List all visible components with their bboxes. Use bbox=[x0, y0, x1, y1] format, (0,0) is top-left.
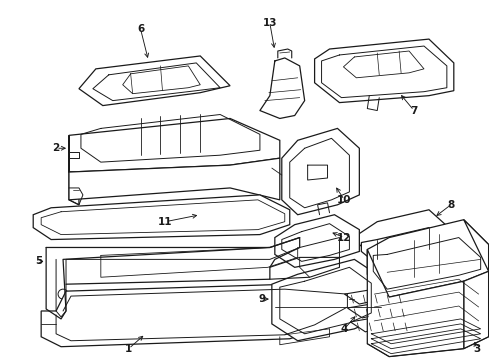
Polygon shape bbox=[464, 220, 489, 349]
Text: 1: 1 bbox=[125, 344, 132, 354]
Polygon shape bbox=[359, 210, 449, 260]
Text: 2: 2 bbox=[52, 143, 60, 153]
Polygon shape bbox=[33, 195, 290, 239]
Polygon shape bbox=[368, 249, 464, 357]
Text: 3: 3 bbox=[473, 344, 480, 354]
Polygon shape bbox=[41, 284, 354, 347]
Text: 6: 6 bbox=[137, 24, 144, 34]
Polygon shape bbox=[69, 135, 79, 205]
Text: 7: 7 bbox=[410, 105, 417, 116]
Polygon shape bbox=[272, 260, 381, 341]
Text: 4: 4 bbox=[341, 324, 348, 334]
Polygon shape bbox=[69, 158, 280, 200]
Text: 5: 5 bbox=[36, 256, 43, 266]
Polygon shape bbox=[361, 228, 447, 264]
Polygon shape bbox=[347, 298, 421, 318]
Text: 12: 12 bbox=[337, 233, 352, 243]
Polygon shape bbox=[69, 118, 280, 172]
Polygon shape bbox=[344, 284, 419, 304]
Text: 10: 10 bbox=[337, 195, 352, 205]
Polygon shape bbox=[282, 129, 359, 215]
Text: 11: 11 bbox=[158, 217, 172, 227]
Polygon shape bbox=[275, 215, 359, 267]
Polygon shape bbox=[315, 39, 454, 103]
Text: 9: 9 bbox=[258, 294, 266, 304]
Text: 8: 8 bbox=[447, 200, 454, 210]
Polygon shape bbox=[368, 220, 489, 297]
Polygon shape bbox=[79, 56, 230, 105]
Polygon shape bbox=[350, 312, 423, 332]
Text: 13: 13 bbox=[263, 18, 277, 28]
